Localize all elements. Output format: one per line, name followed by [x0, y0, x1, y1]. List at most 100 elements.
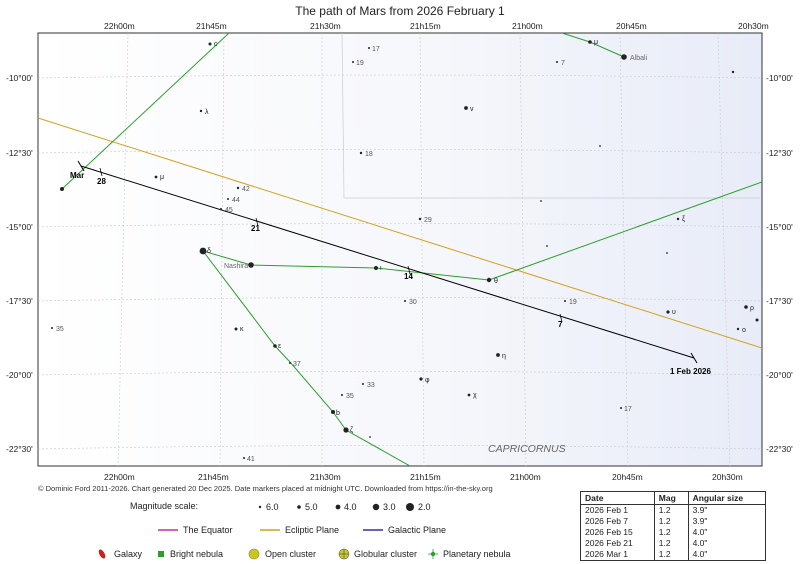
ra-label-top: 21h45m: [196, 21, 227, 31]
ecliptic-label: Ecliptic Plane: [285, 525, 340, 535]
ra-label-bottom: 20h45m: [612, 472, 643, 480]
magnitude-scale-label: Magnitude scale:: [130, 501, 199, 511]
star-upsilon[interactable]: [666, 310, 670, 314]
chart-title: The path of Mars from 2026 February 1: [295, 4, 505, 18]
mag-label: 3.0: [383, 502, 396, 512]
star-nu[interactable]: [464, 106, 468, 110]
dec-label-right: -17°30': [766, 296, 793, 306]
star-eta[interactable]: [496, 353, 500, 357]
star[interactable]: [599, 145, 601, 147]
mag-label: 2.0: [418, 502, 431, 512]
col-header-date: Date: [580, 491, 655, 505]
mag-label: 4.0: [344, 502, 357, 512]
star-numbered[interactable]: [362, 383, 364, 385]
star-numbered[interactable]: [227, 198, 229, 200]
star-number: 35: [346, 393, 354, 400]
star-number: 44: [232, 197, 240, 204]
star-mu[interactable]: [154, 175, 158, 179]
dec-label-right: -20°00': [766, 370, 793, 380]
star-numbered[interactable]: [620, 407, 622, 409]
star-xi[interactable]: [676, 217, 680, 221]
star-numbered[interactable]: [368, 47, 370, 49]
star-chi[interactable]: [467, 393, 471, 397]
cell-mag: 1.2: [653, 504, 689, 516]
dec-label-left: -15°00': [6, 222, 33, 232]
cell-date: 2026 Mar 1: [585, 549, 628, 559]
table-row: 2026 Mar 1 1.2 4.0": [581, 549, 766, 561]
star-label: ο: [742, 327, 746, 334]
star-lambda[interactable]: [199, 109, 203, 113]
star-zeta[interactable]: [343, 427, 349, 433]
date-marker: 28: [97, 177, 106, 186]
star-numbered[interactable]: [404, 300, 406, 302]
star-numbered[interactable]: [243, 457, 245, 459]
star-c[interactable]: [208, 42, 212, 46]
star[interactable]: [755, 318, 759, 322]
star[interactable]: [540, 200, 542, 202]
ra-label-top: 21h00m: [512, 21, 543, 31]
star-kappa[interactable]: [234, 327, 238, 331]
star-numbered[interactable]: [352, 61, 354, 63]
table-row: 2026 Feb 21 1.2 4.0": [581, 538, 766, 549]
star-omicron[interactable]: [736, 327, 740, 331]
cell-date: 2026 Feb 21: [585, 538, 633, 548]
date-marker: 21: [251, 224, 260, 233]
constellation-label: CAPRICORNUS: [488, 443, 566, 455]
star-number: 17: [372, 46, 380, 53]
star-numbered[interactable]: [51, 327, 53, 329]
ra-label-bottom: 21h15m: [410, 472, 441, 480]
star-label: μ: [160, 174, 164, 181]
star-epsilon[interactable]: [273, 344, 277, 348]
cell-size: 4.0": [687, 538, 766, 549]
cell-date: 2026 Feb 1: [585, 505, 629, 515]
star-number: 29: [424, 217, 432, 224]
cell-mag: 1.2: [653, 516, 689, 527]
star-numbered[interactable]: [564, 300, 566, 302]
star-rho[interactable]: [744, 305, 748, 309]
star-chart[interactable]: 22h00m 21h45m 21h30m 21h15m 21h00m 20h45…: [0, 0, 800, 480]
star-b[interactable]: [331, 410, 335, 414]
star[interactable]: [546, 245, 548, 247]
ra-label-bottom: 21h00m: [510, 472, 541, 480]
star[interactable]: [666, 252, 668, 254]
star-numbered[interactable]: [418, 217, 422, 221]
star-numbered[interactable]: [289, 362, 291, 364]
dec-label-right: -12°30': [766, 148, 793, 158]
dec-label-left: -20°00': [6, 370, 33, 380]
cell-size: 3.9": [687, 504, 766, 516]
star-iota-aquarii[interactable]: [60, 187, 64, 191]
star-number: 41: [247, 456, 255, 463]
date-marker: 14: [404, 272, 413, 281]
star-numbered[interactable]: [236, 186, 240, 190]
star-number: 42: [242, 186, 250, 193]
mag-label: 5.0: [305, 502, 318, 512]
ra-label-top: 22h00m: [104, 21, 135, 31]
star-delta[interactable]: [199, 247, 207, 255]
star-label: Albali: [630, 55, 648, 62]
star-theta[interactable]: [486, 277, 492, 283]
mag-dot-4: [335, 504, 341, 510]
star-mu-aquarii[interactable]: [588, 40, 592, 44]
star-phi[interactable]: [419, 377, 423, 381]
star-label: θ: [494, 278, 498, 285]
star-numbered[interactable]: [556, 61, 558, 63]
equator-label: The Equator: [183, 525, 233, 535]
star-iota[interactable]: [374, 266, 378, 270]
dec-label-right: -10°00': [766, 73, 793, 83]
col-header-angular-size: Angular size: [687, 491, 766, 505]
galaxy-label: Galaxy: [114, 549, 143, 559]
ra-label-bottom: 22h00m: [104, 472, 135, 480]
ra-label-top: 20h30m: [738, 21, 769, 31]
star[interactable]: [369, 436, 371, 438]
star-numbered[interactable]: [359, 151, 363, 155]
star-label: ξ: [682, 216, 685, 223]
star-number: 17: [624, 406, 632, 413]
star[interactable]: [731, 70, 735, 74]
star-numbered[interactable]: [220, 208, 222, 210]
star-number: 7: [561, 60, 565, 67]
star-nashira[interactable]: [248, 262, 254, 268]
ephemeris-table: Date Mag Angular size 2026 Feb 1 1.2 3.9…: [580, 491, 766, 561]
star-numbered[interactable]: [341, 394, 343, 396]
star-albali[interactable]: [621, 54, 627, 60]
planet-label: Mar: [70, 171, 84, 180]
